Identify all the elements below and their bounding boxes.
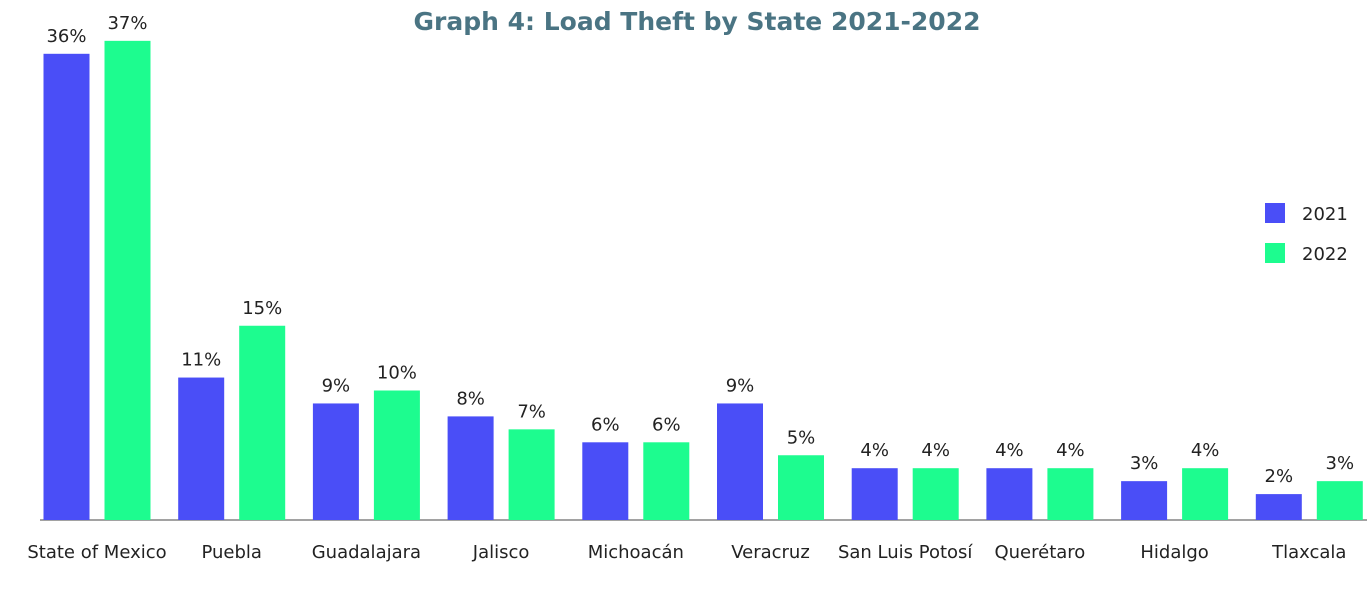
bar (312, 403, 359, 520)
value-label: 5% (787, 427, 816, 448)
bar (447, 416, 494, 520)
value-label: 3% (1326, 453, 1355, 474)
value-label: 3% (1130, 453, 1159, 474)
value-label: 4% (1056, 440, 1085, 461)
legend-label: 2022 (1302, 244, 1348, 265)
value-label: 4% (995, 440, 1024, 461)
value-label: 4% (921, 440, 950, 461)
bar (778, 455, 824, 520)
x-tick-label: Guadalajara (312, 542, 421, 563)
value-label: 2% (1265, 466, 1294, 487)
bar (986, 468, 1033, 520)
bar (912, 468, 959, 520)
value-label: 15% (242, 298, 282, 319)
bar (508, 429, 555, 520)
bar (717, 403, 763, 520)
value-label: 6% (591, 414, 620, 435)
x-tick-label: Veracruz (731, 542, 810, 563)
bar (851, 468, 898, 520)
bar (43, 53, 90, 521)
bar (104, 40, 151, 520)
bar (582, 442, 629, 520)
x-tick-label: Puebla (201, 542, 261, 563)
bar (1316, 481, 1363, 520)
bar (643, 442, 690, 520)
bar (1255, 494, 1302, 520)
x-tick-label: Michoacán (588, 542, 684, 563)
x-tick-label: Tlaxcala (1271, 542, 1346, 563)
x-tick-label: San Luis Potosí (838, 542, 973, 563)
chart-title: Graph 4: Load Theft by State 2021-2022 (414, 7, 981, 36)
value-label: 4% (860, 440, 889, 461)
bar (1121, 481, 1168, 520)
value-label: 11% (181, 350, 221, 371)
legend-swatch (1265, 243, 1285, 263)
value-label: 9% (726, 375, 755, 396)
value-label: 7% (517, 401, 546, 422)
value-label: 8% (456, 388, 485, 409)
value-label: 4% (1191, 440, 1220, 461)
bar (178, 377, 225, 520)
bar (239, 325, 286, 520)
x-tick-label: Querétaro (994, 542, 1085, 563)
x-tick-label: Hidalgo (1140, 542, 1208, 563)
bar (1182, 468, 1229, 520)
value-label: 36% (46, 26, 86, 47)
bar (373, 390, 420, 520)
value-label: 9% (322, 375, 351, 396)
value-label: 6% (652, 414, 681, 435)
legend-swatch (1265, 203, 1285, 223)
legend-label: 2021 (1302, 204, 1348, 225)
bar (1047, 468, 1094, 520)
value-label: 10% (377, 363, 417, 384)
x-tick-label: Jalisco (472, 542, 530, 563)
x-tick-label: State of Mexico (27, 542, 166, 563)
value-label: 37% (107, 13, 147, 34)
